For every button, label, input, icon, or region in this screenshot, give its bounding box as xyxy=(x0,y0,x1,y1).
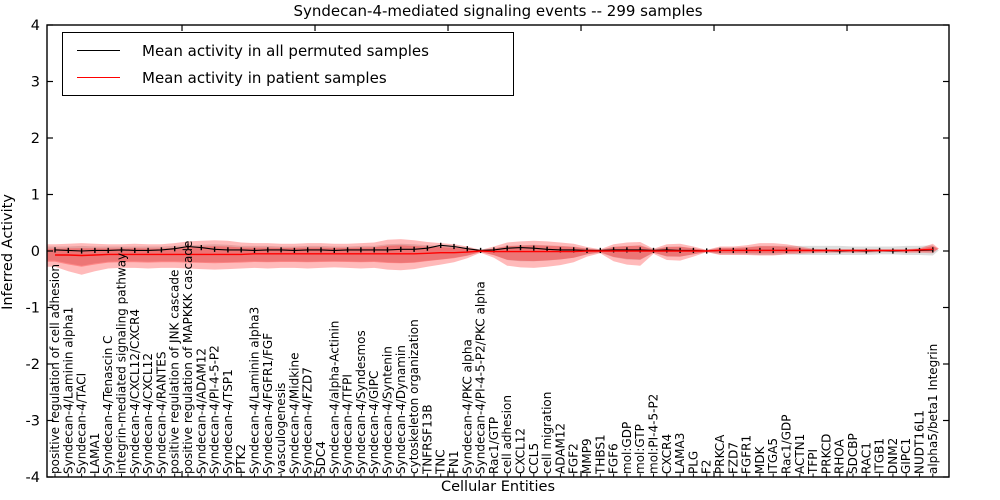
x-category-label: Syndecan-4/TACI xyxy=(75,373,89,474)
x-category-label: TNFRSF13B xyxy=(420,404,434,475)
patient-range-band-outer xyxy=(47,239,939,275)
x-category-label: positive regulation of JNK cascade xyxy=(168,270,182,474)
legend-item-permuted: Mean activity in all permuted samples xyxy=(63,38,513,64)
x-category-label: Syndecan-4/alpha-Actinin xyxy=(327,321,341,474)
x-category-label: MDK xyxy=(753,445,767,474)
x-category-label: Syndecan-4/FZD7 xyxy=(301,367,315,474)
y-tick-label: -1 xyxy=(26,301,40,317)
x-category-label: Syndecan-4/PKC alpha xyxy=(460,339,474,474)
x-category-label: FGF6 xyxy=(607,443,621,474)
y-tick-label: -4 xyxy=(26,470,40,486)
x-category-label: TNC xyxy=(434,449,448,475)
x-category-label: CXCR4 xyxy=(660,434,674,474)
y-tick-label: -3 xyxy=(26,414,40,430)
x-category-label: CCL5 xyxy=(527,443,541,474)
x-category-label: THBS1 xyxy=(593,434,607,475)
x-category-label: mol:PI-4-5-P2 xyxy=(647,394,661,474)
x-category-label: Syndecan-4/FGFR1/FGF xyxy=(261,333,275,474)
y-tick-label: 3 xyxy=(31,75,40,91)
x-category-label: PRKCA xyxy=(713,434,727,474)
x-category-label: Syndecan-4/CXCL12 xyxy=(141,353,155,474)
x-category-label: RHOA xyxy=(833,438,847,474)
x-category-label: SDC4 xyxy=(314,441,328,474)
x-category-label: mol:GDP xyxy=(620,422,634,474)
x-category-label: Syndecan-4/TFPI xyxy=(341,374,355,474)
chart-title: Syndecan-4-mediated signaling events -- … xyxy=(293,2,703,20)
x-category-label: Syndecan-4/PI-4-5-P2/PKC alpha xyxy=(474,281,488,474)
legend: Mean activity in all permuted samples Me… xyxy=(62,32,514,96)
x-category-label: ADAM12 xyxy=(553,423,567,474)
legend-item-patient: Mean activity in patient samples xyxy=(63,65,513,91)
x-category-label: CXCL12 xyxy=(514,428,528,474)
x-category-label: Syndecan-4/Dynamin xyxy=(394,345,408,474)
x-category-label: NUDT16L1 xyxy=(913,410,927,474)
x-category-label: FGFR1 xyxy=(740,435,754,474)
x-category-label: Syndecan-4/GIPC xyxy=(367,371,381,474)
x-category-label: cell adhesion xyxy=(500,395,514,474)
x-category-label: LAMA3 xyxy=(673,433,687,474)
x-category-label: positive regulation of cell adhesion xyxy=(48,264,62,474)
y-tick-label: 1 xyxy=(31,188,40,204)
y-tick-label: 4 xyxy=(31,18,40,34)
x-category-label: cytoskeleton organization xyxy=(407,319,421,474)
x-category-label: Syndecan-4/CXCL12/CXCR4 xyxy=(128,309,142,474)
legend-label: Mean activity in all permuted samples xyxy=(142,41,429,60)
x-category-label: MMP9 xyxy=(580,438,594,474)
y-tick-label: -2 xyxy=(26,357,40,373)
x-category-label: Syndecan-4/ADAM12 xyxy=(194,348,208,474)
x-category-label: Syndecan-4/TSP1 xyxy=(221,369,235,474)
x-category-label: cell migration xyxy=(540,392,554,474)
y-axis-label: Inferred Activity xyxy=(0,194,16,310)
x-category-label: GIPC1 xyxy=(899,438,913,474)
x-category-label: Syndecan-4/Laminin alpha1 xyxy=(61,307,75,474)
y-tick-label: 2 xyxy=(31,131,40,147)
x-category-label: alpha5/beta1 Integrin xyxy=(926,344,940,474)
x-category-label: TFPI xyxy=(806,449,820,475)
x-category-label: SDCBP xyxy=(846,433,860,474)
x-category-label: ITGA5 xyxy=(766,438,780,474)
y-tick-label: 0 xyxy=(31,244,40,260)
x-category-label: integrin-mediated signaling pathway xyxy=(115,253,129,474)
x-axis-label: Cellular Entities xyxy=(440,479,556,495)
x-category-label: Syndecan-4/Syndesmos xyxy=(354,330,368,474)
x-category-label: Syndecan-4/Syntenin xyxy=(381,346,395,474)
x-category-label: positive regulation of MAPKKK cascade xyxy=(181,241,195,474)
x-category-label: Syndecan-4/PI-4-5-P2 xyxy=(208,345,222,474)
x-category-label: ACTN1 xyxy=(793,434,807,474)
x-category-label: PRKCD xyxy=(819,434,833,474)
x-category-label: DNM2 xyxy=(886,438,900,474)
patient-mean-line xyxy=(55,248,933,257)
permuted-range-band xyxy=(47,243,939,266)
x-category-label: FGF2 xyxy=(567,443,581,474)
x-category-label: Syndecan-4/Laminin alpha3 xyxy=(248,307,262,474)
x-category-label: ITGB1 xyxy=(873,438,887,474)
red-line-swatch xyxy=(77,77,120,78)
x-category-label: Rac1/GTP xyxy=(487,417,501,474)
legend-label: Mean activity in patient samples xyxy=(142,68,387,87)
x-category-label: PTK2 xyxy=(234,444,248,474)
x-category-label: Syndecan-4/RANTES xyxy=(154,352,168,474)
black-line-swatch xyxy=(77,50,120,51)
x-category-label: Rac1/GDP xyxy=(780,415,794,474)
x-category-label: RAC1 xyxy=(859,442,873,474)
x-category-label: F2 xyxy=(700,459,714,474)
x-category-label: Syndecan-4/Midkine xyxy=(287,353,301,474)
x-category-label: vasculogenesis xyxy=(274,383,288,474)
x-category-label: mol:GTP xyxy=(633,424,647,474)
x-category-label: FZD7 xyxy=(726,442,740,474)
x-category-label: PLG xyxy=(686,451,700,474)
x-category-label: FN1 xyxy=(447,450,461,474)
x-category-label: Syndecan-4/Tenascin C xyxy=(101,335,115,474)
x-category-label: LAMA1 xyxy=(88,433,102,474)
